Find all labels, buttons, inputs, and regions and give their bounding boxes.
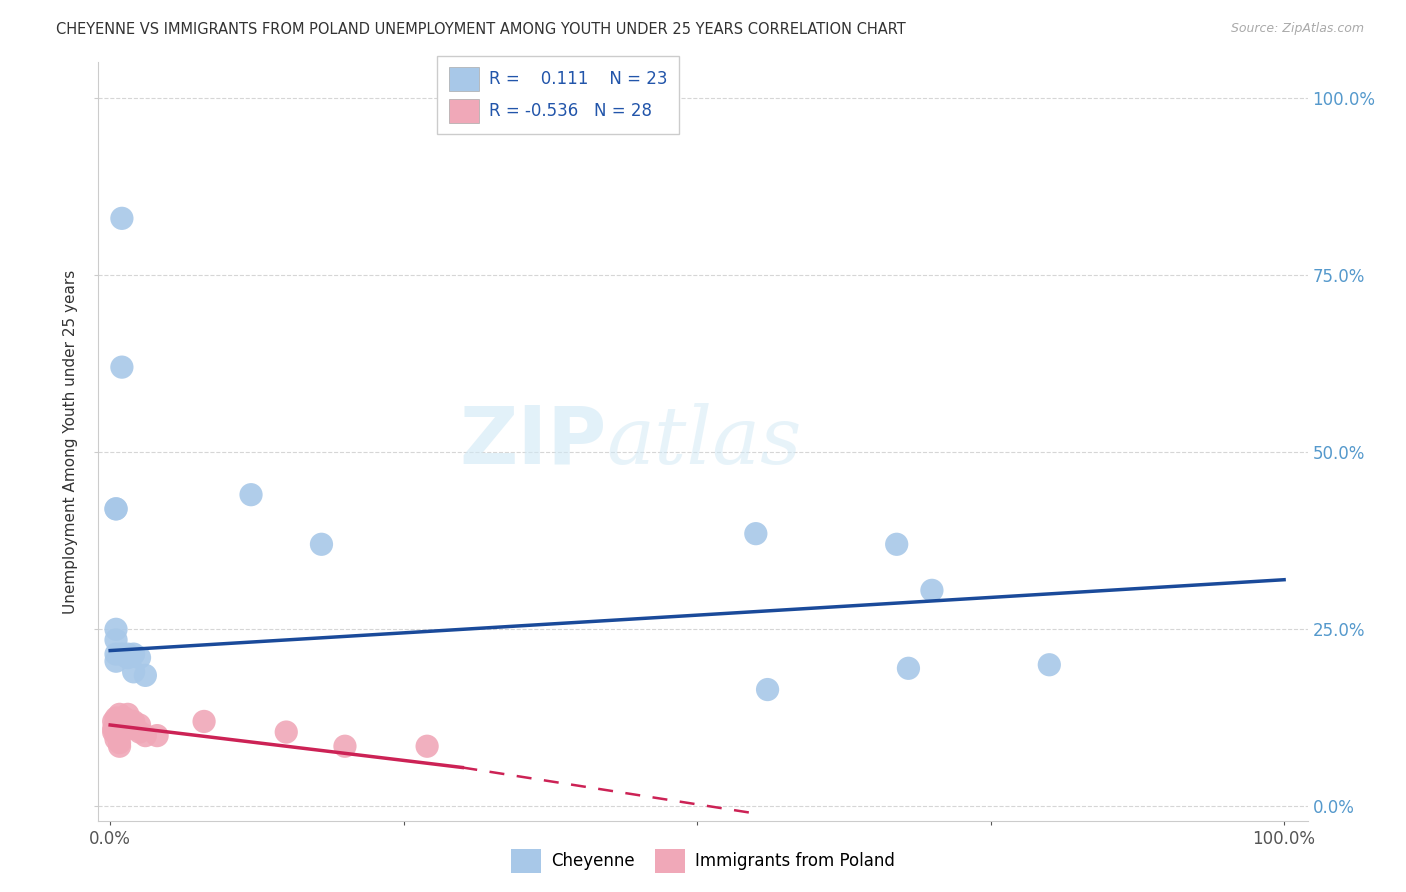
Point [240, 488, 263, 502]
Point [108, 729, 131, 743]
Point [886, 537, 908, 551]
Point [105, 647, 128, 661]
Point [105, 623, 128, 637]
Point [921, 583, 943, 598]
Point [108, 714, 131, 729]
Point [117, 650, 139, 665]
Point [134, 668, 156, 682]
Point [122, 714, 145, 729]
Point [105, 732, 128, 747]
Point [897, 661, 920, 675]
Point [105, 718, 128, 732]
Point [128, 718, 150, 732]
Point [108, 739, 131, 754]
Point [105, 501, 128, 516]
Point [108, 707, 131, 722]
Point [333, 739, 356, 754]
Point [108, 736, 131, 750]
Text: CHEYENNE VS IMMIGRANTS FROM POLAND UNEMPLOYMENT AMONG YOUTH UNDER 25 YEARS CORRE: CHEYENNE VS IMMIGRANTS FROM POLAND UNEMP… [56, 22, 905, 37]
Point [111, 647, 134, 661]
Point [1038, 657, 1060, 672]
Point [117, 647, 139, 661]
Point [117, 714, 139, 729]
Point [108, 722, 131, 736]
Point [128, 650, 150, 665]
Text: ZIP: ZIP [458, 402, 606, 481]
Y-axis label: Unemployment Among Youth under 25 years: Unemployment Among Youth under 25 years [63, 269, 79, 614]
Legend: R =    0.111    N = 23, R = -0.536   N = 28: R = 0.111 N = 23, R = -0.536 N = 28 [437, 55, 679, 135]
Point [745, 526, 768, 541]
Point [416, 739, 439, 754]
Point [103, 714, 125, 729]
Point [105, 711, 128, 725]
Point [122, 647, 145, 661]
Point [276, 725, 298, 739]
Point [111, 211, 134, 226]
Point [122, 665, 145, 679]
Point [103, 722, 125, 736]
Point [756, 682, 779, 697]
Point [134, 729, 156, 743]
Point [112, 711, 135, 725]
Point [117, 707, 139, 722]
Point [128, 725, 150, 739]
Point [111, 360, 134, 375]
Point [146, 729, 169, 743]
Point [193, 714, 215, 729]
Text: Source: ZipAtlas.com: Source: ZipAtlas.com [1230, 22, 1364, 36]
Point [105, 501, 128, 516]
Point [105, 654, 128, 668]
Point [103, 725, 125, 739]
Point [111, 722, 134, 736]
Point [311, 537, 333, 551]
Text: atlas: atlas [606, 403, 801, 480]
Point [122, 722, 145, 736]
Point [105, 632, 128, 647]
Point [105, 725, 128, 739]
Legend: Cheyenne, Immigrants from Poland: Cheyenne, Immigrants from Poland [505, 842, 901, 880]
Point [111, 714, 134, 729]
